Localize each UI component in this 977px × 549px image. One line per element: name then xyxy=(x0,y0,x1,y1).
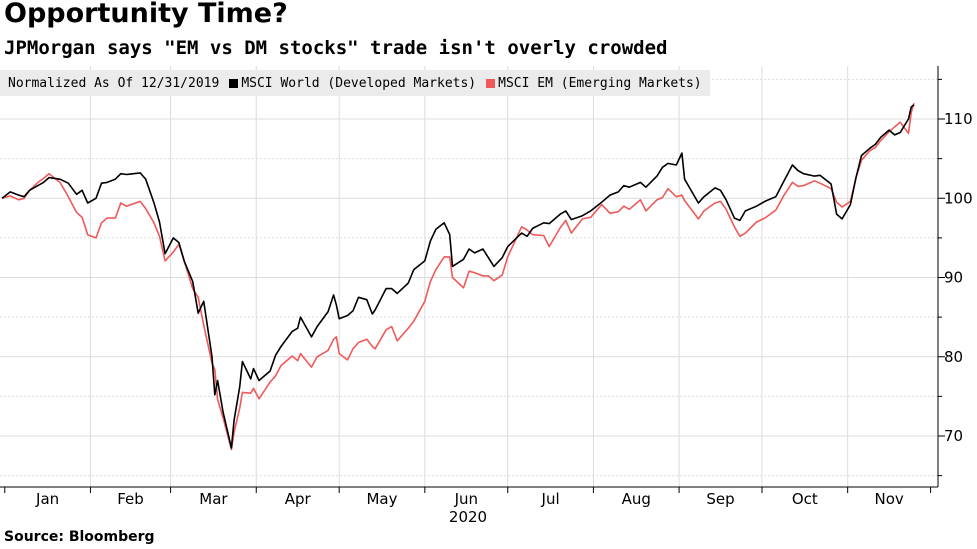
x-tick-label: Nov xyxy=(874,490,903,508)
chart-title: Opportunity Time? xyxy=(4,0,288,29)
x-tick-label: Aug xyxy=(622,490,651,508)
x-tick-label: Feb xyxy=(117,490,144,508)
legend-swatch-red xyxy=(486,78,496,88)
axes: Jan Feb Mar Apr May Jun Jul Aug Sep Oct Nov 70 80 90 1… xyxy=(0,66,973,508)
legend: Normalized As Of 12/31/2019 MSCI World (… xyxy=(0,70,710,96)
x-tick-label: Sep xyxy=(706,490,734,508)
y-tick-label: 100 xyxy=(944,189,973,207)
y-tick-label: 70 xyxy=(944,427,963,445)
x-tick-label: Oct xyxy=(792,490,818,508)
series-line-msci-world xyxy=(1,104,915,449)
legend-label: MSCI World (Developed Markets) xyxy=(241,75,477,91)
legend-label: MSCI EM (Emerging Markets) xyxy=(498,75,702,91)
source-note: Source: Bloomberg xyxy=(4,529,155,545)
series-lines xyxy=(1,102,915,451)
y-tick-label: 110 xyxy=(944,110,973,128)
x-tick-label: Apr xyxy=(285,490,312,508)
legend-normalization-note: Normalized As Of 12/31/2019 xyxy=(8,75,220,91)
legend-item-msci-em: MSCI EM (Emerging Markets) xyxy=(486,76,702,91)
legend-swatch-black xyxy=(229,78,239,88)
x-tick-label: Jan xyxy=(35,490,59,508)
gridlines xyxy=(0,66,938,487)
y-tick-label: 90 xyxy=(944,269,963,287)
series-line-msci-em xyxy=(1,102,915,451)
x-tick-label: May xyxy=(366,490,397,508)
x-axis-year-label: 2020 xyxy=(449,508,487,526)
x-tick-label: Jun xyxy=(454,490,478,508)
y-tick-label: 80 xyxy=(944,348,963,366)
x-tick-label: Jul xyxy=(541,490,560,508)
legend-item-msci-world: MSCI World (Developed Markets) xyxy=(229,76,476,91)
x-tick-label: Mar xyxy=(199,490,228,508)
chart-subtitle: JPMorgan says "EM vs DM stocks" trade is… xyxy=(4,37,668,59)
